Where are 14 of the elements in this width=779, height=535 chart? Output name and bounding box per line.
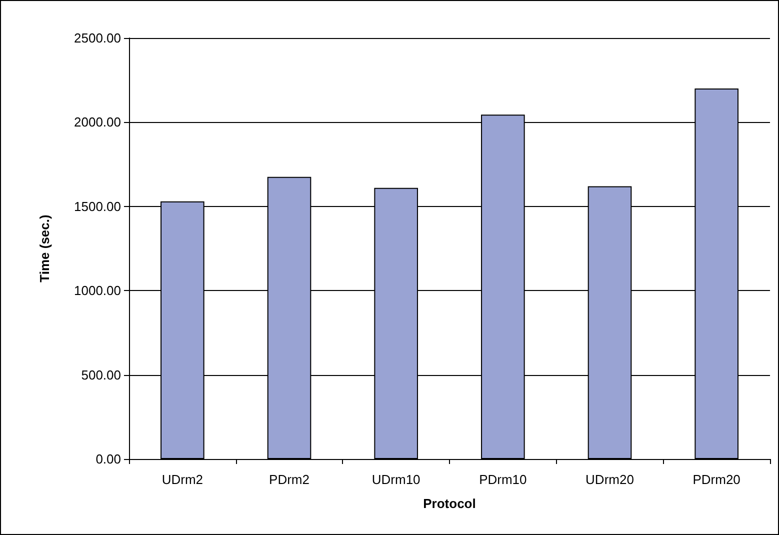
y-axis-title: Time (sec.): [37, 214, 52, 282]
x-tick-label: PDrm20: [692, 472, 740, 487]
y-tick-label: 0.00: [96, 452, 121, 466]
y-tick-label: 2500.00: [74, 30, 121, 46]
x-tick-label: PDrm10: [479, 472, 527, 487]
y-tick-label: 1500.00: [74, 198, 121, 214]
y-tick-label: 500.00: [81, 367, 121, 382]
x-axis-title: Protocol: [423, 496, 476, 511]
x-tick-label: UDrm2: [162, 472, 204, 487]
y-tick-label: 2000.00: [74, 114, 121, 130]
x-tick-label: UDrm10: [372, 472, 420, 487]
x-tick-label: UDrm20: [586, 472, 634, 487]
x-tick-label: PDrm2: [269, 472, 310, 487]
y-tick-label: 1000.00: [74, 283, 121, 298]
